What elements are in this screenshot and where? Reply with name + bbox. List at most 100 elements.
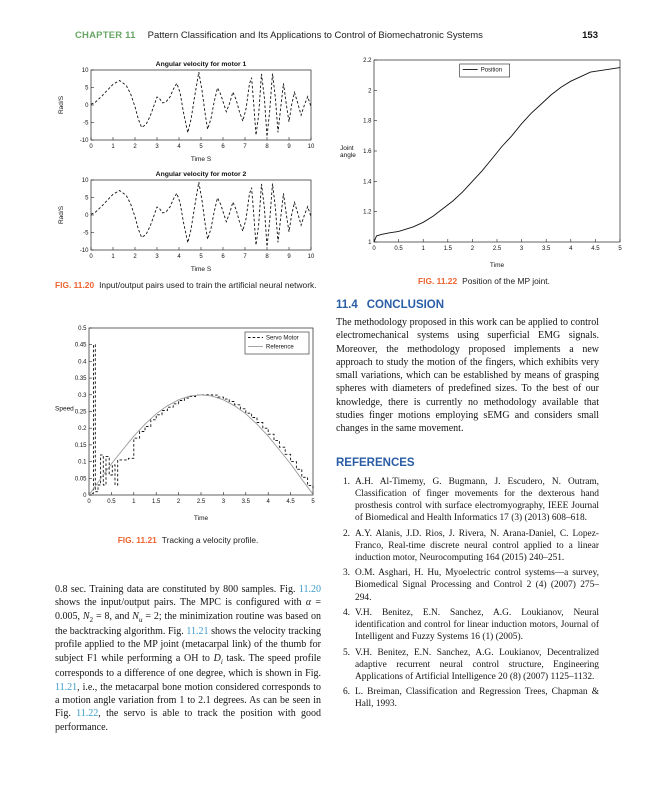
svg-text:4.5: 4.5 [591, 246, 600, 252]
svg-text:10: 10 [82, 68, 89, 74]
svg-text:4: 4 [177, 144, 181, 150]
svg-text:0.15: 0.15 [75, 443, 87, 449]
svg-text:5: 5 [618, 246, 622, 252]
svg-text:4: 4 [267, 499, 271, 505]
references-heading: REFERENCES [336, 456, 415, 469]
references-list: 1. A.H. Al-Timemy, G. Bugmann, J. Escuder… [336, 476, 599, 711]
svg-text:3: 3 [520, 246, 524, 252]
svg-text:0.5: 0.5 [78, 326, 87, 332]
svg-text:4.5: 4.5 [286, 499, 295, 505]
svg-text:Time: Time [194, 515, 209, 522]
svg-text:Servo Motor: Servo Motor [266, 336, 299, 342]
svg-text:10: 10 [308, 144, 315, 150]
reference-text: V.H. Benitez, E.N. Sanchez, A.G. Loukian… [355, 607, 599, 643]
svg-text:0.1: 0.1 [78, 460, 87, 466]
svg-text:4: 4 [569, 246, 573, 252]
figure-11-22: 0 0.5 1 1.5 2 2.5 3 3.5 4 4.5 5 1 1.2 1.4 1.6 1.8 2 2.2 Ti… [338, 50, 630, 288]
conclusion-body: The methodology proposed in this work ca… [336, 317, 599, 435]
svg-text:Angular velocity for motor 2: Angular velocity for motor 2 [156, 171, 247, 178]
svg-text:Joint: Joint [340, 145, 354, 152]
svg-text:10: 10 [308, 254, 315, 260]
svg-text:0.4: 0.4 [78, 359, 87, 365]
svg-text:0.5: 0.5 [394, 246, 403, 252]
svg-text:7: 7 [243, 254, 247, 260]
reference-number: 6. [342, 687, 350, 698]
figure-ref-link[interactable]: 11.20 [298, 584, 321, 595]
references-section: REFERENCES 1. A.H. Al-Timemy, G. Bugmann,… [336, 457, 599, 711]
figure-label: FIG. 11.22 [418, 276, 458, 286]
figure-ref-link[interactable]: 11.22 [76, 708, 99, 720]
svg-text:5: 5 [199, 254, 203, 260]
svg-text:10: 10 [82, 178, 89, 184]
svg-text:2: 2 [133, 144, 137, 150]
svg-text:3.5: 3.5 [542, 246, 551, 252]
page-header: CHAPTER 11 Pattern Classification and It… [75, 30, 598, 41]
svg-text:0.05: 0.05 [75, 476, 87, 482]
svg-text:9: 9 [287, 254, 291, 260]
svg-text:2.5: 2.5 [493, 246, 502, 252]
section-title: CONCLUSION [366, 299, 445, 311]
svg-text:0: 0 [85, 213, 89, 219]
svg-text:3: 3 [222, 499, 226, 505]
svg-text:Time S: Time S [191, 156, 212, 163]
body-paragraph: 0.8 sec. Training data are constituted b… [55, 584, 322, 733]
reference-number: 4. [342, 607, 350, 618]
reference-text: A.Y. Alanis, J.D. Rios, J. Rivera, N. Ar… [355, 528, 599, 563]
svg-text:1: 1 [132, 499, 136, 505]
chapter-title: Pattern Classification and Its Applicati… [147, 30, 483, 41]
reference-item: 3. O.M. Asghari, H. Hu, Myoelectric contr… [336, 567, 599, 604]
reference-text: O.M. Asghari, H. Hu, Myoelectric control… [355, 568, 599, 603]
svg-text:2.2: 2.2 [363, 58, 372, 64]
svg-text:0.35: 0.35 [75, 376, 87, 382]
reference-text: V.H. Benitez, E.N. Sanchez, A.G. Loukian… [355, 647, 599, 682]
reference-item: 1. A.H. Al-Timemy, G. Bugmann, J. Escuder… [336, 476, 599, 525]
svg-text:2: 2 [368, 88, 372, 94]
svg-text:5: 5 [85, 196, 89, 202]
svg-text:1.5: 1.5 [444, 246, 453, 252]
svg-text:8: 8 [265, 144, 269, 150]
figure-caption-text: Position of the MP joint. [462, 276, 550, 286]
chart-motor2-angular-velocity: 0 1 2 3 4 5 6 7 8 9 10 -10 -5 0 5 10 Angular velocity fo… [55, 166, 317, 274]
svg-text:Speed: Speed [55, 406, 74, 413]
svg-text:0: 0 [83, 493, 87, 499]
figure-label: FIG. 11.20 [55, 280, 95, 290]
figure-11-22-caption: FIG. 11.22 Position of the MP joint. [338, 276, 630, 288]
conclusion-section: 11.4 CONCLUSION The methodology proposed … [336, 299, 599, 436]
chapter-label: CHAPTER 11 [75, 30, 136, 41]
svg-text:1.2: 1.2 [363, 210, 372, 216]
svg-text:-10: -10 [80, 248, 89, 254]
chart-mp-joint-position: 0 0.5 1 1.5 2 2.5 3 3.5 4 4.5 5 1 1.2 1.4 1.6 1.8 2 2.2 Ti… [338, 50, 630, 270]
figure-ref-link[interactable]: 11.21 [55, 681, 78, 693]
svg-text:8: 8 [265, 254, 269, 260]
page-number: 153 [582, 30, 598, 41]
figure-11-21: 0 0.5 1 1.5 2 2.5 3 3.5 4 4.5 5 0 0.05 0.1 0.15 0.2 0.25… [53, 320, 323, 547]
conclusion-heading: 11.4 CONCLUSION [336, 299, 599, 311]
svg-text:3: 3 [155, 144, 159, 150]
svg-text:1.8: 1.8 [363, 119, 372, 125]
svg-text:1.5: 1.5 [152, 499, 161, 505]
reference-item: 5. V.H. Benitez, E.N. Sanchez, A.G. Louki… [336, 647, 599, 684]
svg-text:-5: -5 [83, 231, 89, 237]
figure-ref-link[interactable]: 11.21 [186, 626, 209, 638]
svg-text:2: 2 [177, 499, 181, 505]
reference-number: 2. [342, 528, 350, 539]
reference-number: 5. [342, 647, 350, 658]
svg-text:0: 0 [89, 144, 93, 150]
svg-text:0: 0 [372, 246, 376, 252]
chart-velocity-tracking: 0 0.5 1 1.5 2 2.5 3 3.5 4 4.5 5 0 0.05 0.1 0.15 0.2 0.25… [53, 320, 323, 523]
reference-item: 6. L. Breiman, Classification and Regress… [336, 686, 599, 710]
svg-text:2: 2 [133, 254, 137, 260]
svg-text:1.6: 1.6 [363, 149, 372, 155]
svg-text:5: 5 [85, 86, 89, 92]
svg-text:0: 0 [89, 254, 93, 260]
svg-text:0.45: 0.45 [75, 343, 87, 349]
svg-text:6: 6 [221, 144, 225, 150]
svg-text:Position: Position [481, 68, 502, 74]
reference-text: A.H. Al-Timemy, G. Bugmann, J. Escudero,… [355, 476, 599, 524]
figure-11-21-caption: FIG. 11.21 Tracking a velocity profile. [53, 535, 323, 547]
right-column: 11.4 CONCLUSION The methodology proposed … [336, 299, 599, 714]
section-number: 11.4 [336, 299, 358, 311]
figure-11-20: 0 1 2 3 4 5 6 7 8 9 10 -10 -5 0 5 10 Angular velocity fo… [55, 56, 317, 292]
svg-text:-5: -5 [83, 121, 89, 127]
